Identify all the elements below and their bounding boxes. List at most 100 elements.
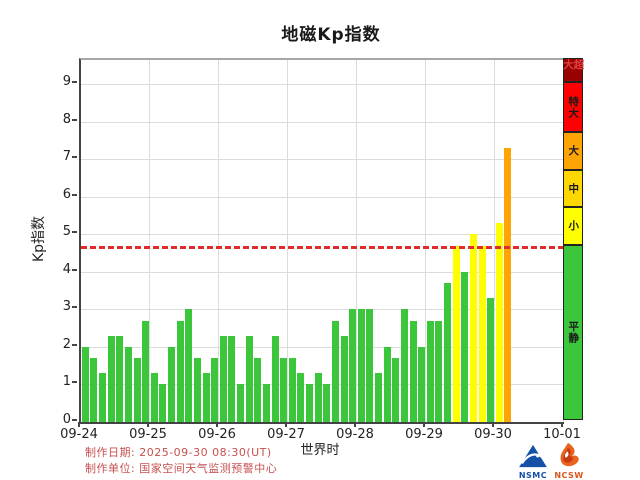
kp-bar [331, 320, 339, 422]
kp-bar [254, 358, 262, 422]
ncsw-label: NCSW [554, 471, 584, 480]
kp-bar [124, 346, 132, 422]
legend-segment-label: 大 [567, 145, 580, 157]
y-tick-mark [72, 156, 77, 159]
gridline-vertical [425, 60, 426, 422]
y-tick-label: 0 [62, 412, 71, 427]
chart-title: 地磁Kp指数 [281, 25, 381, 45]
kp-bar [375, 373, 383, 422]
legend-segment-中: 中 [563, 169, 583, 208]
legend-segment-小: 小 [563, 207, 583, 245]
gridline-horizontal [81, 346, 564, 348]
x-tick-label: 09-25 [129, 427, 167, 442]
nsmc-logo: NSMC [516, 444, 550, 480]
kp-bar [504, 148, 512, 422]
storm-threshold-line [81, 245, 564, 249]
kp-bar [323, 384, 331, 422]
kp-bar [142, 320, 150, 422]
x-tick-label: 09-26 [198, 427, 236, 442]
kp-bar [461, 271, 469, 422]
y-tick-mark [72, 343, 77, 346]
x-tick-label: 09-30 [474, 427, 512, 442]
kp-bar [245, 335, 253, 422]
kp-bar [478, 245, 486, 422]
x-tick-label: 09-27 [267, 427, 305, 442]
plot-area [79, 58, 564, 424]
y-tick-label: 1 [62, 374, 71, 390]
kp-bar [185, 309, 193, 422]
y-tick-mark [72, 81, 77, 84]
legend-segment-特大: 特大 [563, 82, 583, 133]
y-tick-mark [72, 268, 77, 271]
x-tick-mark [492, 422, 494, 427]
kp-bar [349, 309, 357, 422]
x-tick-label: 09-24 [60, 427, 98, 442]
x-axis-label: 世界时 [300, 443, 340, 458]
production-org-text: 制作单位: 国家空间天气监测预警中心 [85, 462, 278, 475]
kp-bar [193, 358, 201, 422]
production-date-text: 制作日期: 2025-09-30 08:30(UT) [85, 446, 272, 459]
kp-bar [228, 335, 236, 422]
kp-bar [297, 373, 305, 422]
nsmc-triangle-icon [519, 444, 547, 468]
kp-bar [306, 384, 314, 422]
kp-bar [271, 335, 279, 422]
y-tick-label: 2 [62, 336, 71, 352]
kp-bar [133, 358, 141, 422]
kp-bar [418, 346, 426, 422]
kp-bar [340, 335, 348, 422]
kp-bar [314, 373, 322, 422]
x-tick-mark [423, 422, 425, 427]
kp-bar [469, 234, 477, 422]
legend-segment-label: 平静 [567, 320, 580, 344]
y-tick-label: 7 [62, 149, 71, 165]
x-tick-mark [285, 422, 287, 427]
y-tick-label: 6 [62, 186, 71, 202]
gridline-horizontal [81, 121, 564, 123]
legend-segment-label: 特大 [567, 95, 580, 119]
kp-bar [90, 358, 98, 422]
kp-bar [168, 346, 176, 422]
legend-segment-label: 超大 [562, 59, 585, 71]
kp-bar [107, 335, 115, 422]
gridline-horizontal [81, 159, 564, 161]
gridline-horizontal [81, 234, 564, 236]
ncsw-logo: NCSW [552, 442, 586, 480]
kp-bar [280, 358, 288, 422]
kp-bar [262, 384, 270, 422]
y-tick-mark [72, 419, 77, 421]
gridline-horizontal [81, 309, 564, 311]
y-tick-label: 5 [62, 224, 71, 240]
gridline-horizontal [81, 196, 564, 198]
y-tick-mark [72, 118, 77, 121]
legend-segment-平静: 平静 [563, 244, 583, 420]
x-tick-label: 09-29 [405, 427, 443, 442]
y-tick-mark [72, 193, 77, 196]
gridline-vertical [149, 60, 150, 422]
kp-bar [202, 373, 210, 422]
legend-segment-超大: 超大 [562, 58, 585, 83]
gridline-vertical [356, 60, 357, 422]
nsmc-label: NSMC [518, 471, 548, 480]
y-tick-mark [72, 306, 77, 309]
x-tick-mark [561, 422, 563, 427]
kp-bar [366, 309, 374, 422]
kp-bar [435, 320, 443, 422]
x-tick-mark [78, 422, 80, 427]
kp-bar [211, 358, 219, 422]
kp-bar [426, 320, 434, 422]
kp-bar [237, 384, 245, 422]
gridline-horizontal [81, 271, 564, 273]
kp-bar [288, 358, 296, 422]
kp-bar [219, 335, 227, 422]
gridline-vertical [218, 60, 219, 422]
kp-bar [116, 335, 124, 422]
kp-bar [81, 346, 89, 422]
y-tick-mark [72, 231, 77, 234]
kp-bar [357, 309, 365, 422]
kp-bar [452, 245, 460, 422]
kp-bar [383, 346, 391, 422]
x-tick-mark [216, 422, 218, 427]
legend-segment-label: 中 [567, 182, 580, 195]
